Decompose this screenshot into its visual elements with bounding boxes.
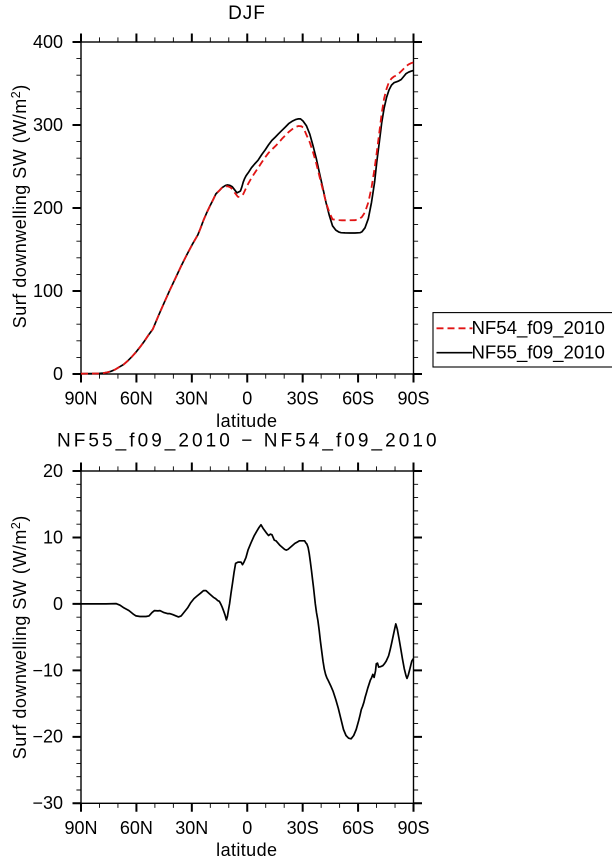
svg-text:−30: −30 — [32, 793, 63, 813]
svg-text:200: 200 — [33, 198, 63, 218]
svg-text:90S: 90S — [397, 389, 429, 409]
svg-text:90S: 90S — [397, 818, 429, 838]
svg-text:−10: −10 — [32, 660, 63, 680]
svg-text:30S: 30S — [287, 389, 319, 409]
svg-text:60N: 60N — [120, 818, 153, 838]
svg-text:100: 100 — [33, 281, 63, 301]
svg-text:NF55_f09_2010 − NF54_f09_2010: NF55_f09_2010 − NF54_f09_2010 — [57, 430, 440, 451]
svg-text:30N: 30N — [175, 818, 208, 838]
svg-text:30S: 30S — [287, 818, 319, 838]
svg-text:Surf downwelling SW (W/m2): Surf downwelling SW (W/m2) — [9, 515, 30, 759]
svg-text:60S: 60S — [342, 818, 374, 838]
svg-text:400: 400 — [33, 32, 63, 52]
svg-text:60N: 60N — [120, 389, 153, 409]
svg-text:DJF: DJF — [228, 3, 266, 24]
svg-text:NF54_f09_2010: NF54_f09_2010 — [472, 317, 605, 339]
svg-text:30N: 30N — [175, 389, 208, 409]
svg-text:300: 300 — [33, 115, 63, 135]
svg-text:10: 10 — [43, 527, 63, 547]
svg-text:0: 0 — [53, 594, 63, 614]
svg-text:0: 0 — [53, 364, 63, 384]
svg-text:Surf downwelling SW (W/m2): Surf downwelling SW (W/m2) — [9, 84, 30, 328]
svg-text:NF55_f09_2010: NF55_f09_2010 — [472, 342, 605, 364]
svg-text:0: 0 — [242, 389, 252, 409]
svg-text:90N: 90N — [64, 818, 97, 838]
svg-text:latitude: latitude — [216, 840, 277, 860]
svg-text:90N: 90N — [64, 389, 97, 409]
svg-text:0: 0 — [242, 818, 252, 838]
svg-text:latitude: latitude — [216, 411, 277, 431]
svg-text:60S: 60S — [342, 389, 374, 409]
svg-text:−20: −20 — [32, 727, 63, 747]
svg-text:20: 20 — [43, 461, 63, 481]
